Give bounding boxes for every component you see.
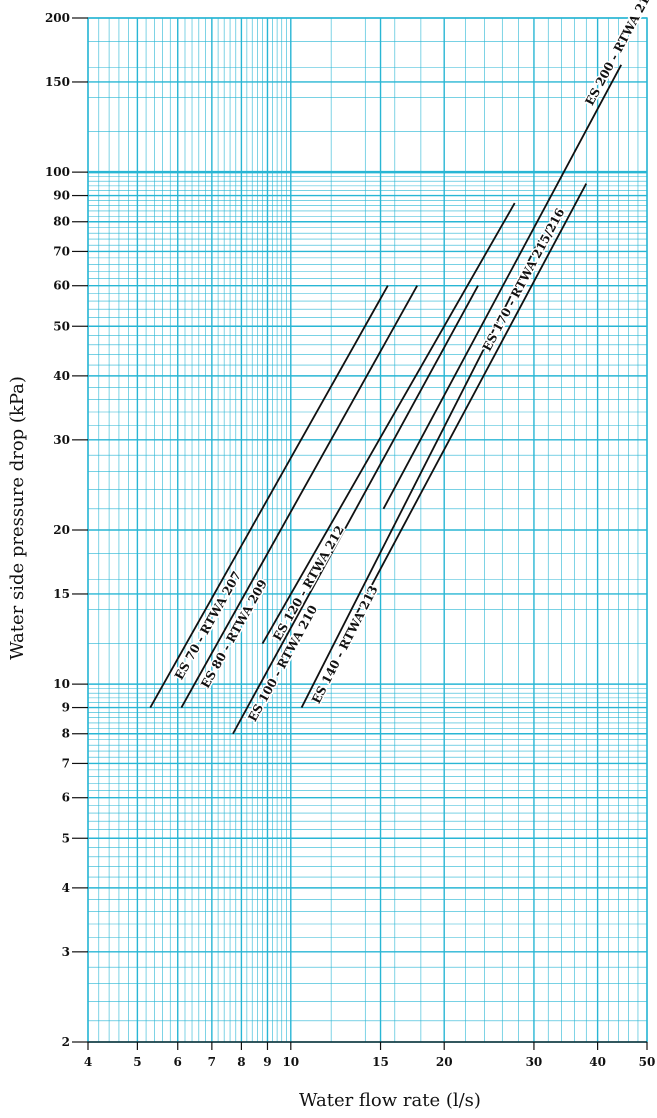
axis-ticks: 4 5 6 7 8 9 10 15 20 30 40 50 2 3 4 5 6 7 8 9 10 15 20 30 40 50 60…: [45, 11, 655, 1069]
y-tick-label: 100: [45, 165, 70, 179]
y-tick-label: 2: [62, 1035, 70, 1049]
series-line: [149, 285, 389, 708]
y-tick-label: 3: [62, 945, 70, 959]
y-tick-label: 30: [53, 433, 70, 447]
series-line: [382, 64, 623, 510]
x-tick-label: 15: [372, 1055, 389, 1069]
y-axis-title: Water side pressure drop (kPa): [7, 376, 28, 660]
y-tick-label: 60: [53, 279, 70, 293]
x-tick-label: 6: [174, 1055, 182, 1069]
x-tick-label: 10: [282, 1055, 299, 1069]
x-tick-label: 20: [436, 1055, 453, 1069]
y-tick-label: 50: [53, 319, 70, 333]
y-tick-label: 10: [53, 677, 70, 691]
y-tick-label: 7: [62, 756, 70, 770]
y-tick-label: 20: [53, 523, 70, 537]
y-tick-label: 8: [62, 727, 70, 741]
x-tick-label: 4: [84, 1055, 92, 1069]
y-tick-label: 70: [53, 244, 70, 258]
y-tick-label: 5: [62, 831, 70, 845]
y-tick-label: 6: [62, 791, 70, 805]
series-lines: [149, 64, 623, 735]
series-line: [344, 183, 588, 635]
x-tick-label: 9: [263, 1055, 271, 1069]
y-tick-label: 40: [53, 369, 70, 383]
x-tick-label: 7: [208, 1055, 216, 1069]
y-tick-label: 15: [53, 587, 70, 601]
y-tick-label: 200: [45, 11, 70, 25]
y-tick-label: 90: [53, 189, 70, 203]
x-tick-label: 8: [237, 1055, 245, 1069]
y-tick-label: 80: [53, 215, 70, 229]
series-line: [261, 202, 516, 645]
y-tick-label: 150: [45, 75, 70, 89]
x-tick-label: 30: [526, 1055, 543, 1069]
x-tick-label: 50: [639, 1055, 656, 1069]
y-tick-label: 9: [62, 701, 70, 715]
x-tick-label: 5: [133, 1055, 141, 1069]
x-axis-title: Water flow rate (l/s): [299, 1090, 481, 1111]
series-line: [180, 285, 418, 708]
series-line: [232, 285, 479, 735]
y-tick-label: 4: [62, 881, 70, 895]
grid: [87, 17, 648, 1043]
x-tick-label: 40: [589, 1055, 606, 1069]
series-line: [300, 235, 543, 708]
